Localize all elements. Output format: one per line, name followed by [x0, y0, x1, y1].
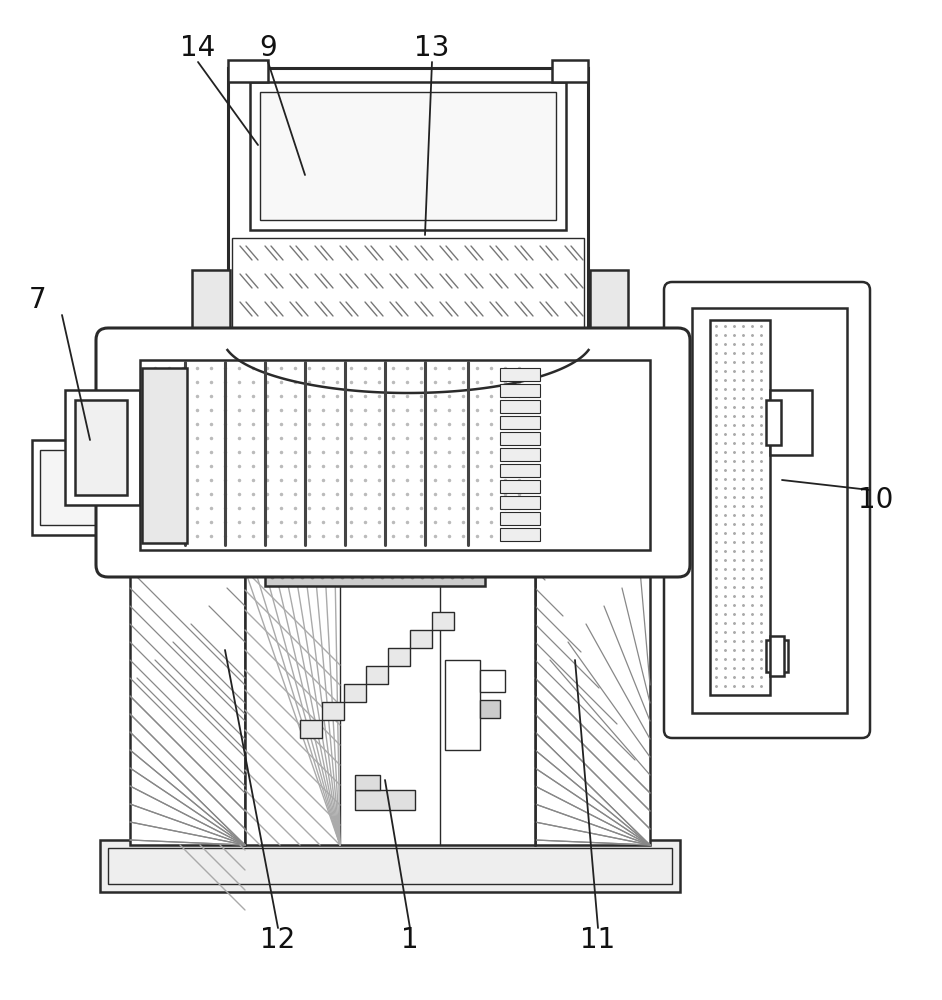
Bar — [355, 790, 415, 810]
Bar — [100, 840, 680, 892]
Bar — [500, 496, 540, 509]
Bar — [245, 570, 535, 845]
Bar — [500, 432, 540, 445]
Bar — [355, 775, 380, 790]
Bar — [770, 636, 784, 676]
Text: 1: 1 — [401, 926, 419, 954]
Bar — [130, 570, 245, 845]
FancyBboxPatch shape — [96, 328, 690, 577]
Bar — [500, 384, 540, 397]
Bar — [192, 270, 230, 342]
Bar — [140, 360, 650, 550]
Bar — [766, 640, 788, 672]
Bar — [500, 512, 540, 525]
Bar — [770, 390, 812, 455]
Bar — [228, 60, 268, 82]
Bar — [500, 400, 540, 413]
Bar — [480, 670, 505, 692]
Bar — [590, 270, 628, 342]
Bar — [232, 238, 584, 330]
Bar — [445, 660, 480, 750]
Bar — [500, 416, 540, 429]
Bar — [265, 548, 485, 586]
Bar — [500, 464, 540, 477]
Bar — [344, 684, 366, 702]
Bar — [710, 320, 770, 695]
Bar — [65, 390, 140, 505]
Bar — [432, 612, 454, 630]
Bar — [142, 368, 187, 543]
Bar — [75, 400, 127, 495]
Text: 11: 11 — [580, 926, 616, 954]
Bar — [388, 648, 410, 666]
Bar — [410, 630, 432, 648]
Text: 13: 13 — [414, 34, 449, 62]
FancyBboxPatch shape — [664, 282, 870, 738]
Bar — [692, 308, 847, 713]
Text: 10: 10 — [858, 486, 894, 514]
Bar — [366, 666, 388, 684]
Bar — [500, 528, 540, 541]
Text: 7: 7 — [29, 286, 47, 314]
Bar — [40, 450, 98, 525]
Text: 14: 14 — [180, 34, 216, 62]
Text: 9: 9 — [259, 34, 277, 62]
Bar — [500, 480, 540, 493]
Text: 12: 12 — [260, 926, 296, 954]
Bar — [552, 60, 588, 82]
Bar — [480, 700, 500, 718]
Bar — [300, 720, 322, 738]
Bar — [535, 570, 650, 845]
Bar — [766, 400, 781, 445]
Bar — [250, 82, 566, 230]
Bar — [228, 68, 588, 333]
Bar — [260, 92, 556, 220]
Bar — [32, 440, 107, 535]
Bar — [322, 702, 344, 720]
Bar — [500, 368, 540, 381]
Bar — [500, 448, 540, 461]
Bar — [108, 848, 672, 884]
